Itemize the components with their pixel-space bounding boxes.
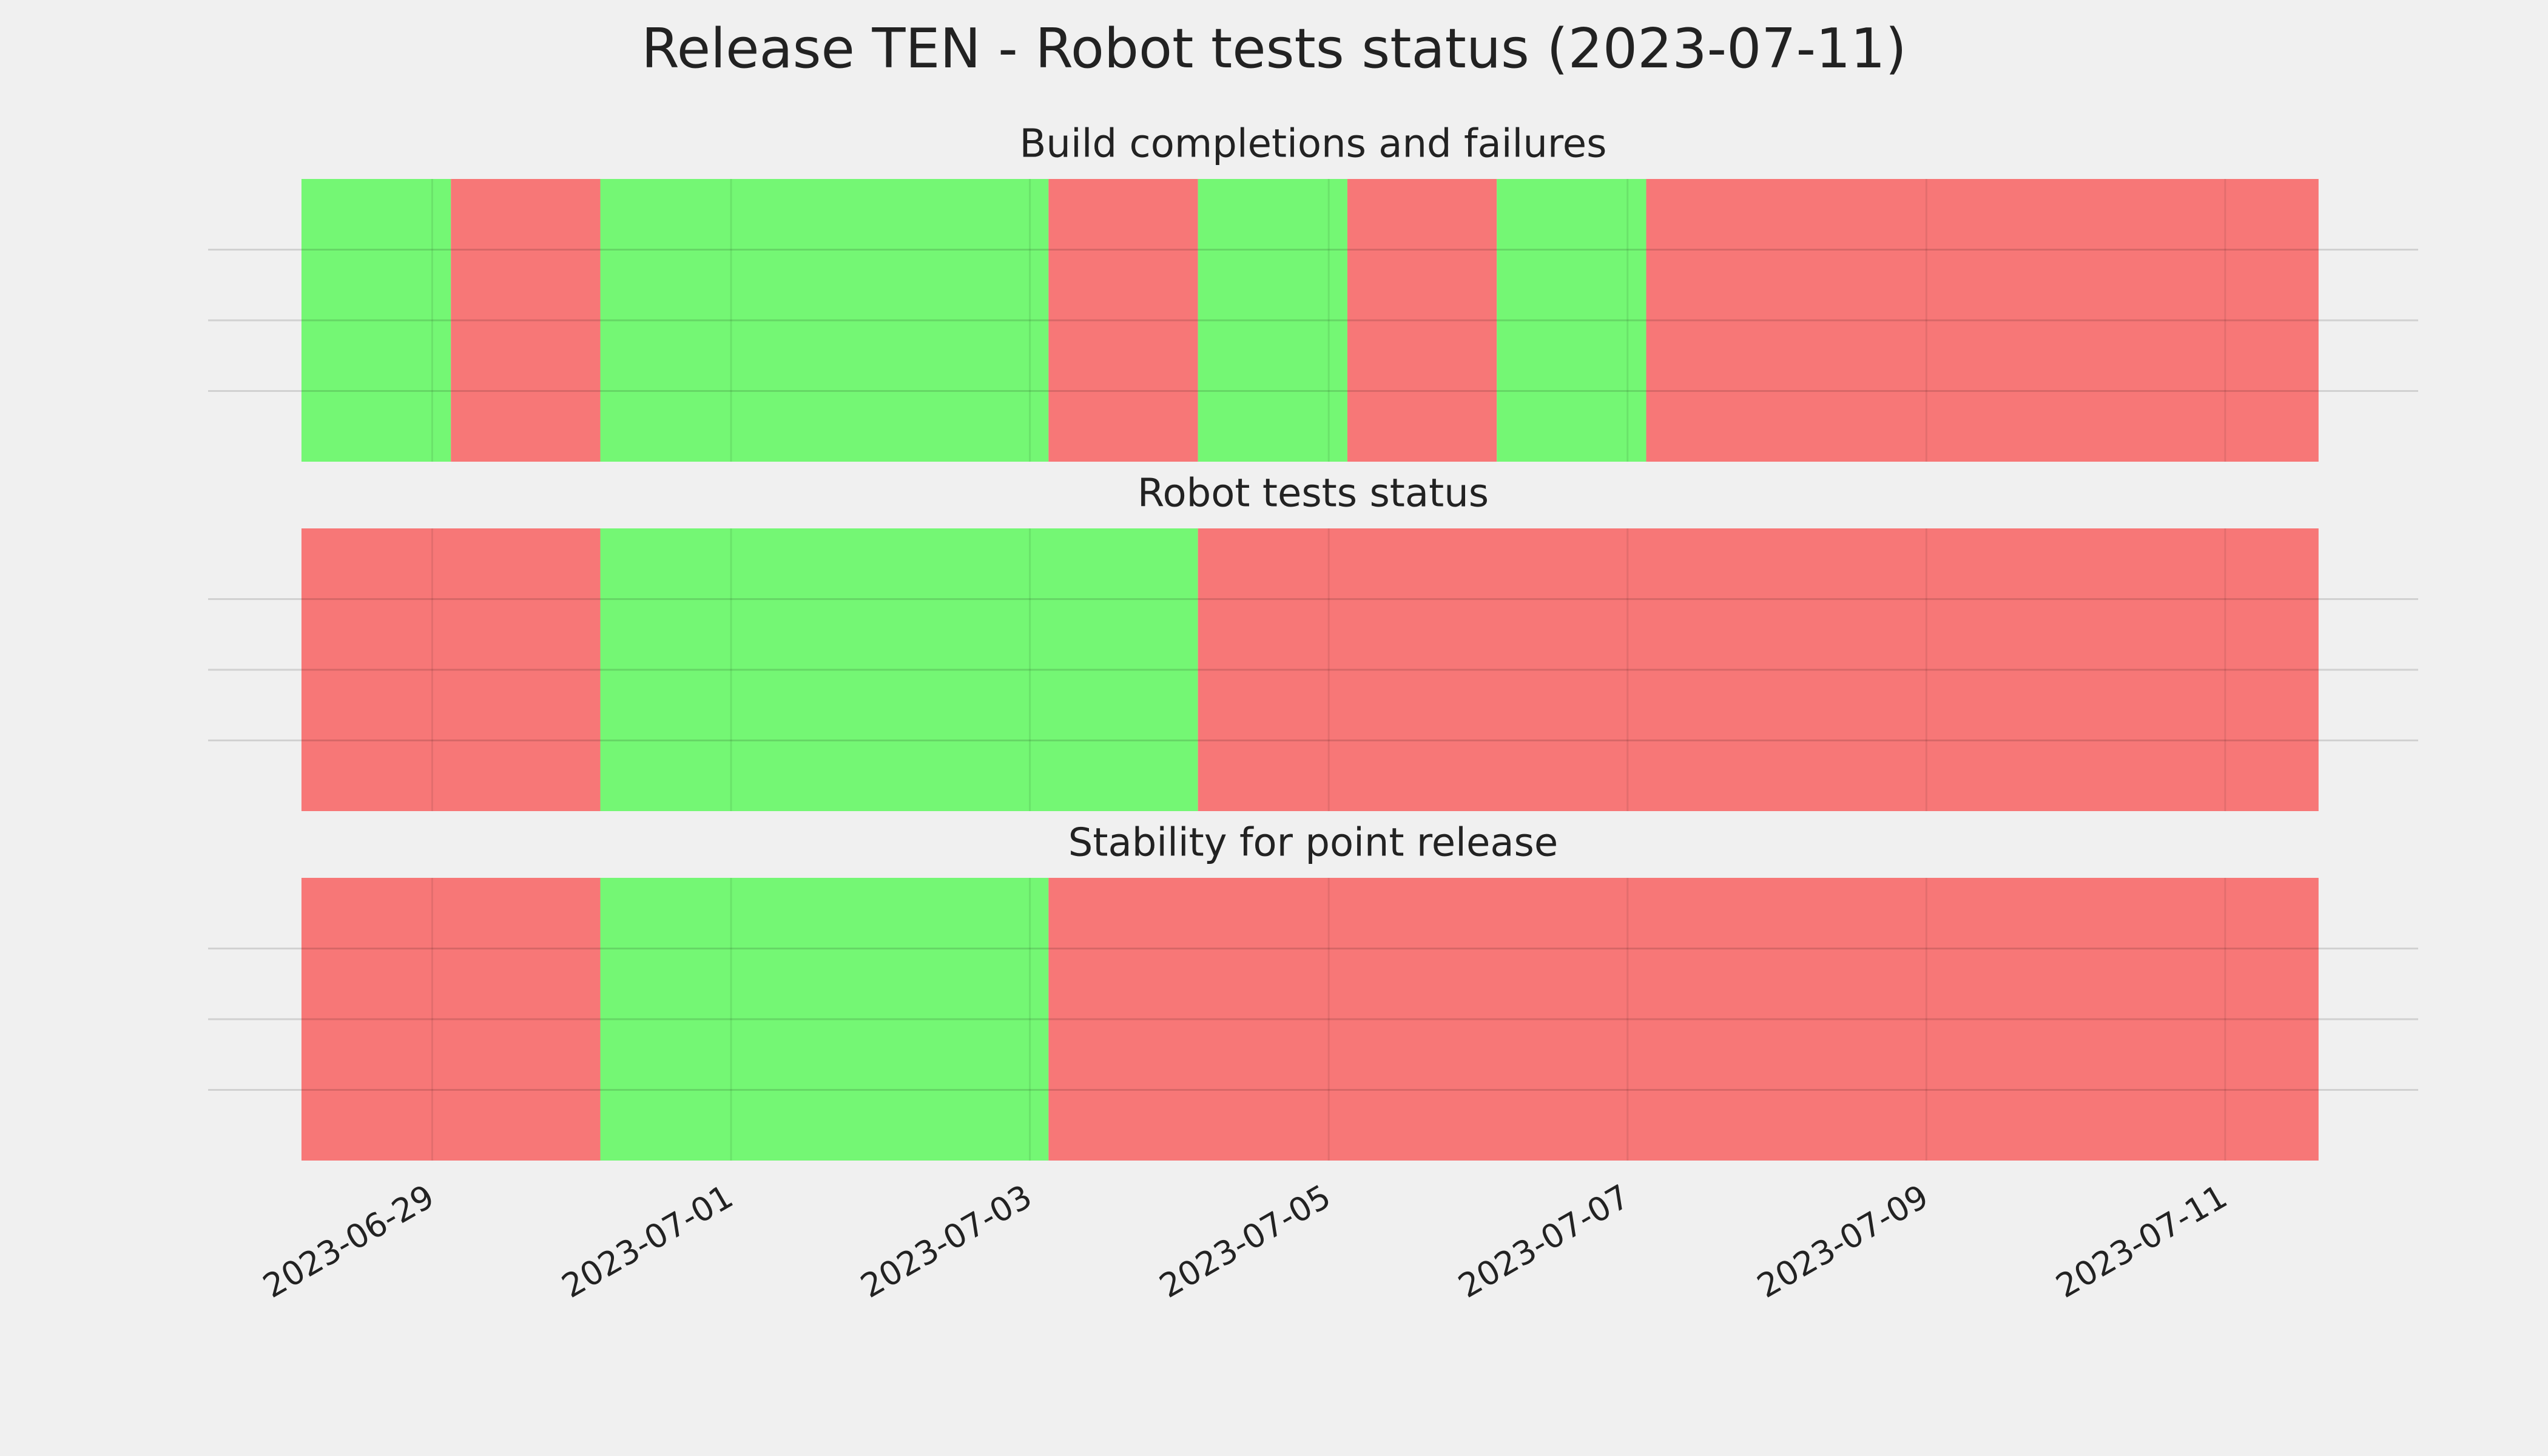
status-span <box>301 179 451 462</box>
status-span <box>451 179 601 462</box>
status-span <box>600 179 1049 462</box>
status-span <box>1646 179 2319 462</box>
status-span <box>1497 179 1646 462</box>
subplot-title: Robot tests status <box>1138 471 1489 516</box>
subplot-title: Stability for point release <box>1068 821 1559 866</box>
figure-title: Release TEN - Robot tests status (2023-0… <box>641 17 1907 81</box>
status-span <box>600 878 1049 1161</box>
status-span <box>600 528 1198 811</box>
status-span <box>301 528 601 811</box>
status-span <box>1198 179 1347 462</box>
status-span <box>301 878 601 1161</box>
status-span <box>1198 528 2319 811</box>
status-span <box>1048 179 1198 462</box>
status-span <box>1347 179 1497 462</box>
status-span <box>1048 878 2319 1161</box>
subplot-title: Build completions and failures <box>1020 122 1607 167</box>
